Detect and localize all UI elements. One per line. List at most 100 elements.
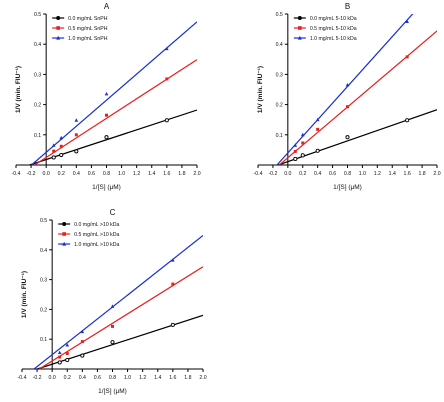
x-tick-label: 0.2	[64, 375, 71, 381]
x-tick-label: -0.4	[12, 171, 21, 177]
x-tick-label: 1.4	[148, 171, 155, 177]
legend-item: 0.5 mg/mL SnPH	[52, 26, 108, 32]
legend-label: 0.5 mg/mL >10 kDa	[74, 232, 119, 238]
legend-label: 0.0 mg/mL 5-10 kDa	[310, 16, 357, 22]
data-point	[170, 322, 175, 327]
x-tick-label: 1.6	[169, 375, 176, 381]
x-tick-label: 0.2	[58, 171, 65, 177]
legend-label: 0.0 mg/mL >10 kDa	[74, 222, 119, 228]
legend-marker	[297, 16, 302, 20]
x-tick-label: 1.4	[389, 171, 396, 177]
x-tick-label: 1.8	[418, 171, 425, 177]
x-tick-label: 1.6	[404, 171, 411, 177]
series-1	[34, 59, 197, 165]
x-tick-label: 1.8	[178, 171, 185, 177]
data-point	[346, 105, 349, 109]
data-point	[345, 135, 350, 140]
series-fit-line	[278, 30, 437, 165]
series-2	[276, 14, 414, 165]
data-point	[74, 133, 78, 137]
legend: 0.0 mg/mL 5-10 kDa 0.5 mg/mL 5-10 kDa 1.0 …	[293, 16, 357, 42]
data-point	[164, 118, 169, 123]
panel-label: A	[104, 2, 110, 11]
legend-item: 0.0 mg/mL SnPH	[52, 16, 108, 22]
y-tick-label: 0.3	[34, 72, 41, 78]
series-fit-line	[31, 21, 197, 165]
x-tick-label: -0.2	[27, 171, 36, 177]
y-tick-label: 0.5	[34, 12, 41, 18]
data-point	[80, 329, 85, 334]
series-fit-line	[37, 314, 203, 369]
legend-marker	[298, 26, 302, 30]
x-tick-label: 0.2	[299, 171, 306, 177]
legend-item: 1.0 mg/mL 5-10 kDa	[293, 35, 357, 42]
legend-item: 0.0 mg/mL >10 kDa	[58, 222, 120, 228]
series-0	[37, 314, 203, 369]
legend-label: 1.0 mg/mL 5-10 kDa	[310, 36, 357, 42]
data-point	[65, 343, 70, 347]
series-fit-line	[29, 109, 197, 165]
y-axis-title: 1/V (min. FIU⁻¹)	[15, 66, 22, 113]
data-point	[171, 258, 175, 262]
x-tick-label: -0.2	[33, 375, 42, 381]
legend-item: 1.0 mg/mL >10 kDa	[58, 241, 120, 248]
data-point	[80, 340, 84, 344]
data-point	[59, 144, 63, 148]
legend-marker	[56, 26, 60, 30]
x-tick-label: 1.4	[154, 375, 161, 381]
series-2	[33, 235, 203, 369]
data-point	[74, 118, 79, 122]
legend-label: 1.0 mg/mL >10 kDa	[74, 242, 119, 248]
legend-marker	[56, 35, 61, 40]
panel-label: B	[345, 2, 350, 11]
series-0	[29, 109, 197, 165]
data-point	[315, 148, 320, 153]
y-tick-label: 0.5	[40, 218, 47, 224]
data-point	[405, 55, 409, 59]
x-tick-label: 0.4	[314, 171, 321, 177]
x-tick-label: 1.2	[374, 171, 381, 177]
data-point	[316, 127, 320, 131]
x-tick-label: 1.2	[133, 171, 140, 177]
x-tick-label: 0.4	[79, 375, 86, 381]
y-tick-label: 0.3	[40, 278, 47, 284]
legend-marker	[56, 16, 61, 20]
series-fit-line	[34, 59, 197, 165]
y-tick-label: 0.2	[40, 307, 47, 313]
series-fit-line	[38, 266, 203, 369]
x-tick-label: 1.6	[163, 171, 170, 177]
legend: 0.0 mg/mL SnPH 0.5 mg/mL SnPH 1.0 mg/mL Sn…	[52, 16, 108, 42]
panel-label: C	[110, 208, 116, 217]
legend-item: 0.0 mg/mL 5-10 kDa	[293, 16, 357, 22]
legend-marker	[62, 241, 67, 246]
data-point	[110, 304, 115, 308]
legend-label: 0.0 mg/mL SnPH	[68, 16, 108, 22]
y-tick-label: 0.4	[34, 42, 41, 48]
data-point	[51, 155, 56, 160]
data-point	[405, 19, 409, 23]
x-tick-label: 1.0	[124, 375, 131, 381]
x-tick-label: 1.0	[359, 171, 366, 177]
x-axis-title: 1/[S] (μM)	[333, 184, 362, 191]
data-point	[293, 149, 297, 153]
x-tick-label: 0.0	[43, 171, 50, 177]
data-point	[301, 141, 305, 145]
legend-marker	[62, 222, 67, 226]
x-tick-label: 2.0	[193, 171, 200, 177]
chart-panel-b: B -0.4 -0.2 0.0 0.2 0.4 0.6 0.8 1.0 1.2 1.4 1.6 1.8 2…	[254, 2, 441, 191]
data-point	[104, 135, 109, 140]
legend-marker	[62, 232, 66, 236]
y-tick-label: 0.1	[34, 133, 41, 139]
data-point	[345, 82, 350, 87]
data-point	[57, 350, 62, 355]
x-tick-label: 1.8	[184, 375, 191, 381]
data-point	[293, 156, 298, 162]
x-tick-label: 0.8	[103, 171, 110, 177]
data-point	[315, 117, 320, 122]
data-point	[300, 153, 305, 158]
legend-item: 0.5 mg/mL >10 kDa	[58, 232, 120, 238]
x-tick-label: 0.6	[329, 171, 336, 177]
x-tick-label: 1.0	[118, 171, 125, 177]
data-point	[51, 143, 56, 147]
x-tick-label: 0.6	[88, 171, 95, 177]
